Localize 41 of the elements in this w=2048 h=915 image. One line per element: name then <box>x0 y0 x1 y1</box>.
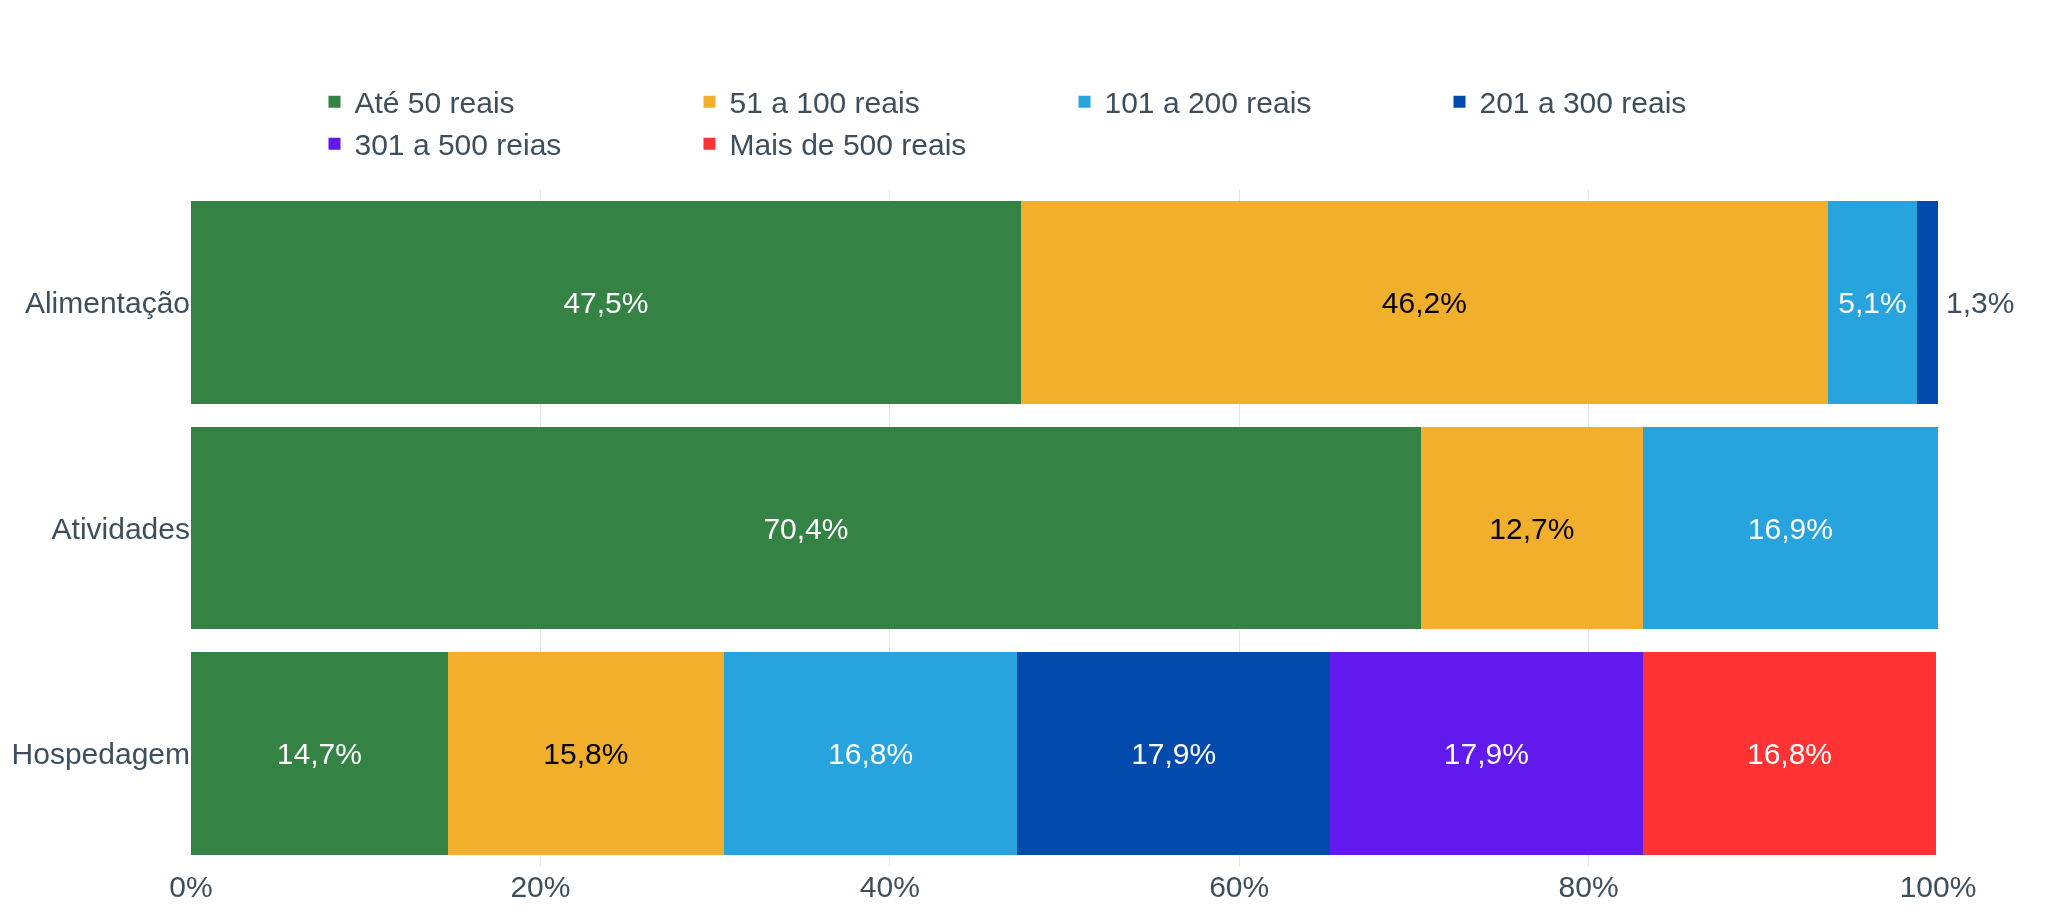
bar <box>191 201 1021 405</box>
bar <box>1020 201 1828 405</box>
x-tick-label: 100% <box>1899 870 1977 903</box>
y-tick-label: Alimentação <box>24 286 190 320</box>
data-label: 5,1% <box>1838 286 1907 320</box>
data-label: 17,9% <box>1443 736 1529 770</box>
bar <box>1917 201 1938 405</box>
bar <box>723 651 1018 855</box>
data-label: 16,9% <box>1747 511 1833 545</box>
x-tick-label: 20% <box>510 870 571 903</box>
x-tick-label: 80% <box>1558 870 1619 903</box>
bar <box>191 426 1421 630</box>
data-label: 16,8% <box>1746 736 1833 770</box>
legend-label: 51 a 100 reais <box>729 86 920 120</box>
data-label: 15,8% <box>543 736 629 770</box>
legend-label: 201 a 300 reais <box>1479 86 1687 120</box>
bar <box>1642 651 1937 855</box>
y-tick-label: Atividades <box>51 511 190 545</box>
bar <box>447 651 724 855</box>
bar <box>1420 426 1643 630</box>
bar <box>1330 651 1643 855</box>
x-tick-label: 40% <box>859 870 920 903</box>
data-label: 47,5% <box>563 286 649 320</box>
data-label: 16,8% <box>828 736 914 770</box>
data-label: 46,2% <box>1381 286 1467 320</box>
legend-label: 301 a 500 reias <box>354 128 562 162</box>
bar <box>1017 651 1331 855</box>
bar <box>1827 201 1918 405</box>
data-label: 12,7% <box>1489 511 1575 545</box>
x-tick-label: 0% <box>169 870 213 903</box>
data-label: 70,4% <box>763 511 849 545</box>
legend-label: 101 a 200 reais <box>1104 86 1312 120</box>
data-label: 1,3% <box>1946 286 2015 319</box>
y-tick-label: Hospedagem <box>11 736 190 770</box>
bar <box>1642 426 1938 630</box>
data-label: 14,7% <box>276 736 362 770</box>
bar <box>191 651 448 855</box>
legend-label: Até 50 reais <box>354 86 515 120</box>
data-label: 17,9% <box>1131 736 1217 770</box>
x-tick-label: 60% <box>1209 870 1270 903</box>
legend-label: Mais de 500 reais <box>729 128 967 162</box>
